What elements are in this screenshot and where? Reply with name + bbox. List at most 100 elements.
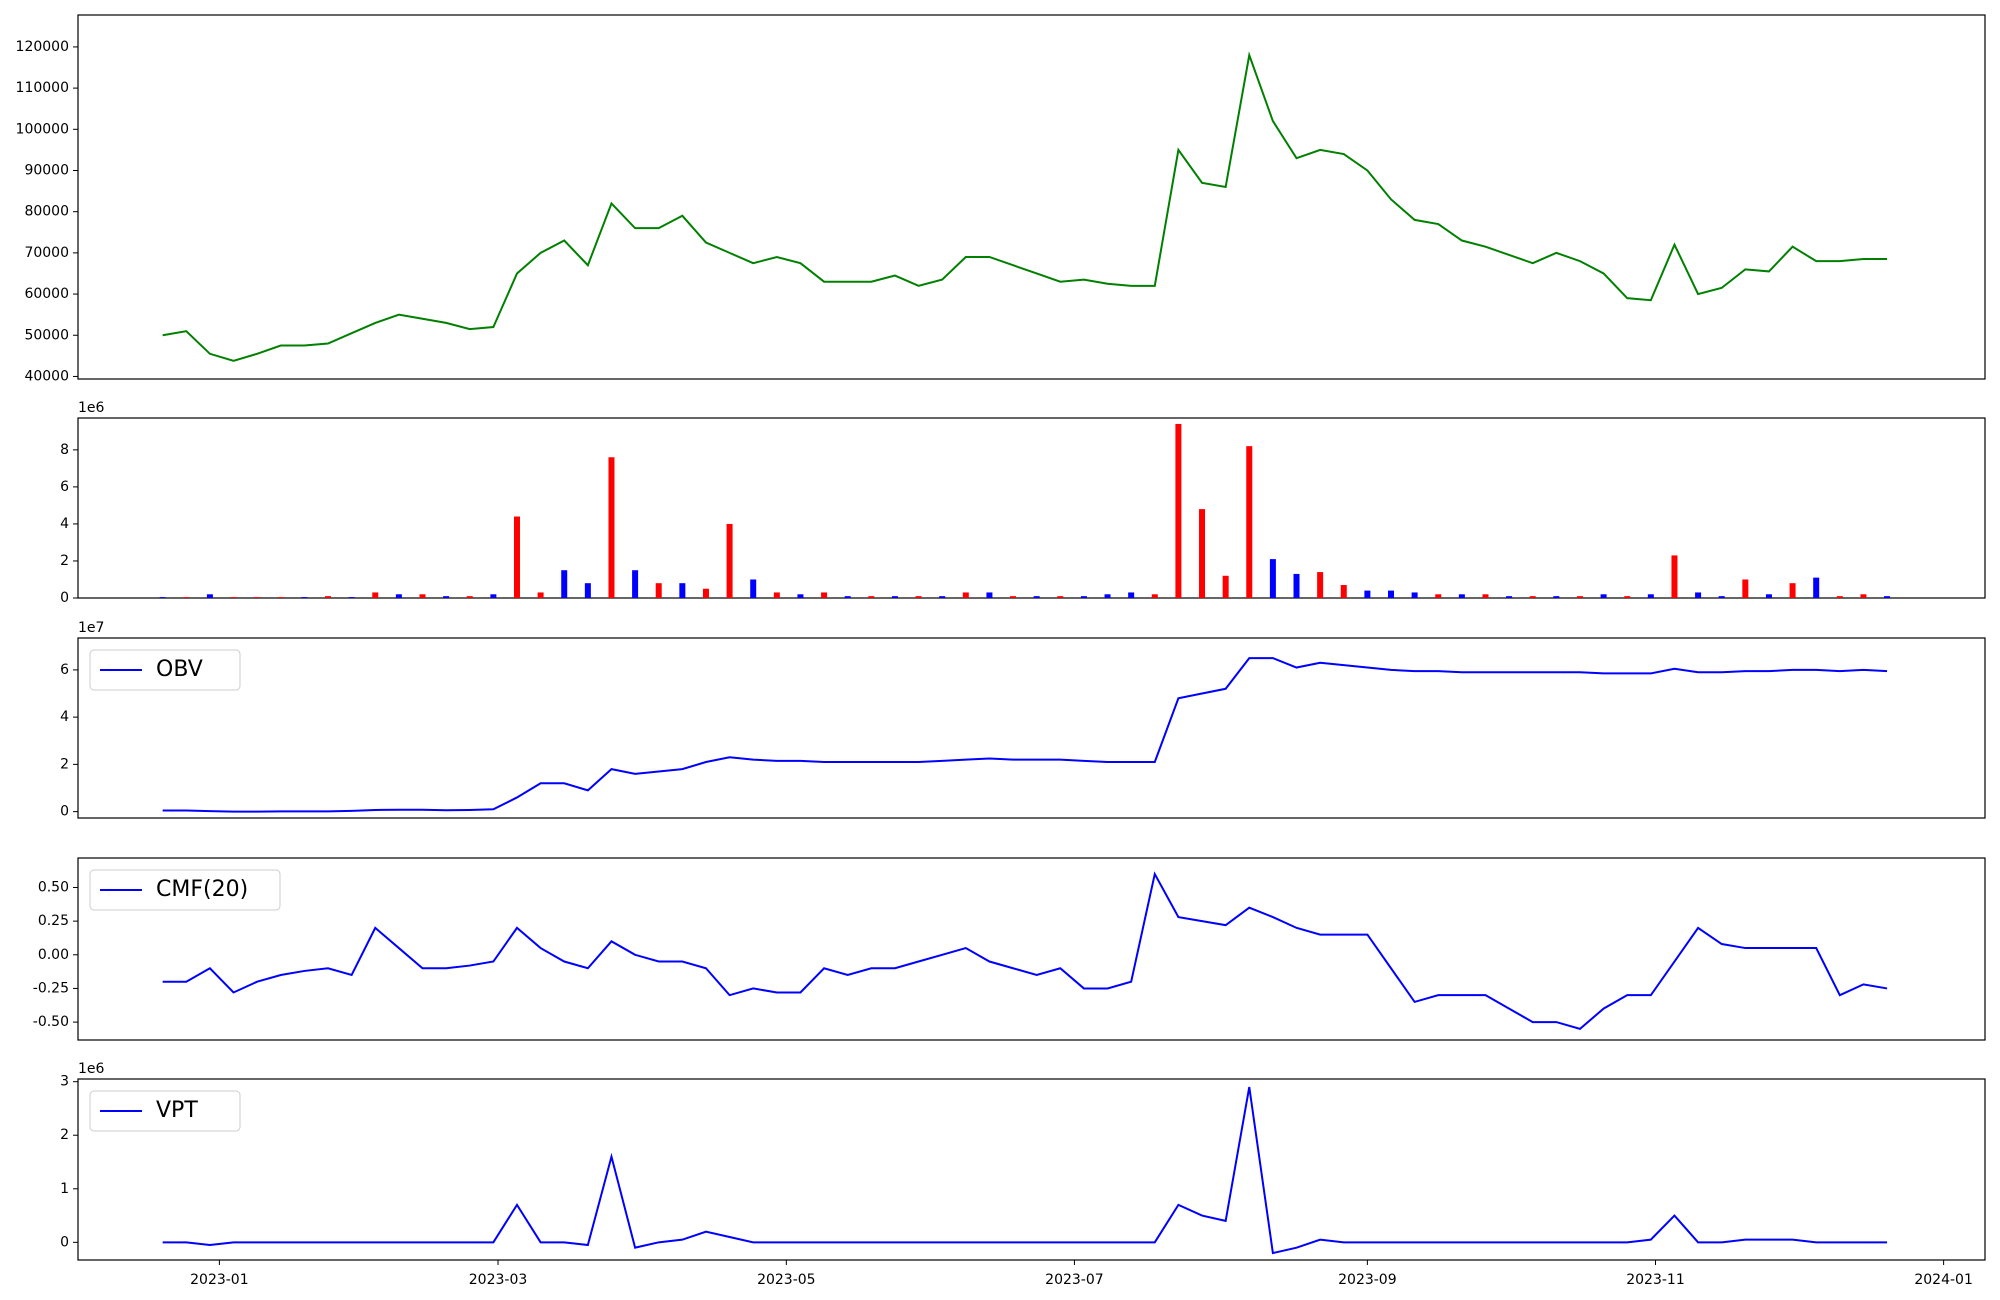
bar (1600, 594, 1607, 598)
y-tick-label: 100000 (16, 121, 69, 137)
bar (1151, 594, 1158, 598)
bar (632, 570, 639, 598)
bar (939, 596, 946, 598)
bar (1104, 594, 1111, 598)
bar (679, 583, 686, 598)
bar (443, 596, 450, 598)
bar (1222, 575, 1229, 598)
y-tick-label: 0.50 (38, 879, 69, 895)
bar (1765, 594, 1772, 598)
y-tick-label: 0 (60, 804, 69, 820)
bar (584, 583, 591, 598)
bar (1671, 555, 1678, 598)
bar (891, 596, 898, 598)
y-tick-label: 60000 (24, 286, 69, 302)
bar (962, 592, 969, 598)
bar (395, 594, 402, 598)
bar (372, 592, 379, 598)
series-line (162, 657, 1888, 813)
bar (1506, 596, 1513, 598)
y-tick-label: 8 (60, 442, 69, 458)
bar (1317, 572, 1324, 598)
bar (1482, 594, 1489, 598)
bar (1789, 583, 1796, 598)
bar (1057, 596, 1064, 598)
bar (821, 592, 828, 598)
bar (183, 597, 190, 598)
bar (1175, 423, 1182, 598)
y-offset-label: 1e7 (78, 620, 104, 636)
bar (1718, 596, 1725, 598)
bar (1293, 573, 1300, 598)
y-tick-label: 2 (60, 756, 69, 772)
bar (1836, 596, 1843, 598)
bar (537, 592, 544, 598)
bar (513, 516, 520, 598)
axes-frame (77, 857, 1986, 1041)
y-tick-label: 0.25 (38, 913, 69, 929)
bar (655, 583, 662, 598)
bar (1742, 579, 1749, 598)
bar (1010, 596, 1017, 598)
bar (797, 594, 804, 598)
series-line (162, 871, 1888, 1030)
bar (1388, 590, 1395, 598)
y-tick-label: 2 (60, 1127, 69, 1143)
x-tick-label: 2023-07 (1045, 1272, 1104, 1288)
bar (844, 596, 851, 598)
bar (750, 579, 757, 598)
axes-frame (77, 14, 1986, 380)
y-offset-label: 1e6 (78, 1061, 105, 1077)
bar (608, 457, 615, 598)
bar (1128, 592, 1135, 598)
bar (1576, 596, 1583, 598)
bar (1033, 596, 1040, 598)
bar (773, 592, 780, 598)
bar (1340, 585, 1347, 598)
y-tick-label: 0.00 (38, 947, 69, 963)
y-tick-label: 110000 (16, 80, 69, 96)
bar (230, 597, 237, 598)
y-tick-label: -0.25 (33, 980, 69, 996)
bar (490, 594, 497, 598)
bar (1411, 592, 1418, 598)
bar (1364, 590, 1371, 598)
bar (254, 597, 261, 598)
legend-label: CMF(20) (156, 877, 248, 902)
y-tick-label: 120000 (16, 39, 69, 55)
x-tick-label: 2023-09 (1338, 1272, 1397, 1288)
bar (277, 597, 284, 598)
bar (868, 596, 875, 598)
y-tick-label: 2 (60, 553, 69, 569)
x-tick-label: 2023-03 (469, 1272, 528, 1288)
axes-frame (77, 417, 1986, 599)
x-tick-label: 2023-05 (757, 1272, 816, 1288)
bar (1813, 577, 1820, 598)
bar (1199, 509, 1206, 598)
bar (561, 570, 568, 598)
bar (986, 592, 993, 598)
y-tick-label: 0 (60, 590, 69, 606)
bar (915, 596, 922, 598)
axes-frame (77, 1078, 1986, 1261)
legend-label: VPT (156, 1098, 198, 1123)
bar (1080, 596, 1087, 598)
bar (1269, 559, 1276, 598)
bar (1435, 594, 1442, 598)
y-tick-label: 40000 (24, 368, 69, 384)
y-tick-label: 6 (60, 479, 69, 495)
bar (206, 594, 213, 598)
y-tick-label: 1 (60, 1181, 69, 1197)
y-tick-label: 90000 (24, 162, 69, 178)
bar (325, 596, 332, 598)
y-tick-label: -0.50 (33, 1014, 69, 1030)
axes-frame (77, 637, 1986, 819)
x-tick-label: 2023-11 (1626, 1272, 1685, 1288)
bar (159, 597, 166, 598)
y-tick-label: 4 (60, 709, 69, 725)
price-line (162, 51, 1888, 362)
legend-box (89, 649, 241, 691)
bar (726, 523, 733, 598)
legend-box (89, 869, 281, 911)
